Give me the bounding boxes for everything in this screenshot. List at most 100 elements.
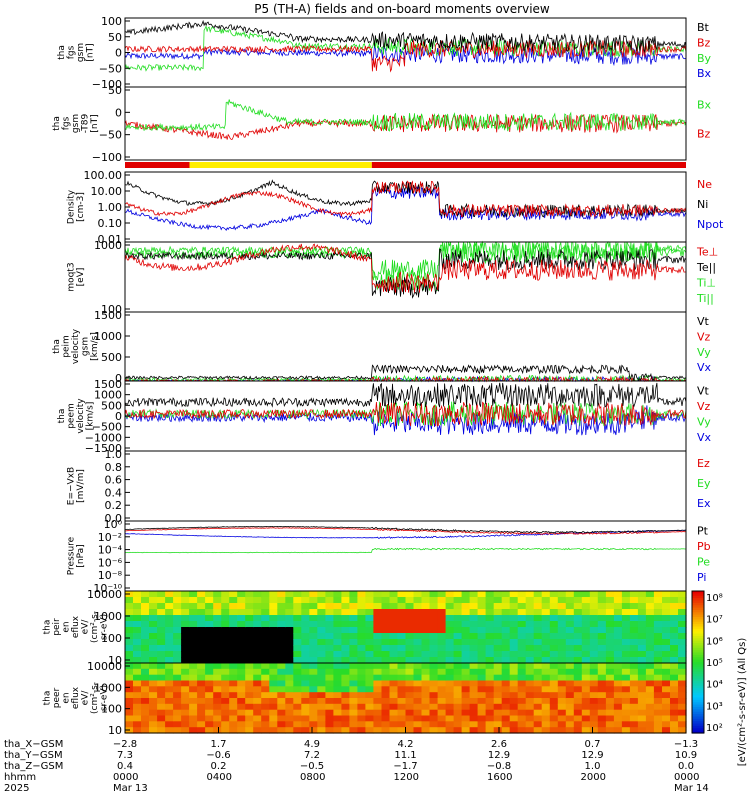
- spectrogram-cell: [341, 639, 350, 646]
- colorbar-cell: [692, 692, 704, 696]
- spectrogram-cell: [405, 721, 415, 728]
- spectrogram-cell: [501, 715, 511, 722]
- ytick-label: −1000: [85, 431, 122, 444]
- spectrogram-cell: [678, 692, 687, 699]
- ylabel-line: en: [62, 621, 72, 632]
- spectrogram-cell: [389, 727, 399, 734]
- spectrogram-cell: [429, 609, 439, 616]
- spectrogram-cell: [461, 603, 471, 610]
- spectrogram-cell: [357, 657, 366, 664]
- spectrogram-cell: [181, 657, 190, 664]
- spectrogram-cell: [405, 603, 415, 610]
- spectrogram-cell: [613, 674, 623, 682]
- spectrogram-cell: [197, 645, 206, 652]
- spectrogram-cell: [421, 621, 431, 628]
- spectrogram-cell: [293, 663, 302, 670]
- spectrogram-cell: [357, 639, 366, 646]
- ylabel-line: peem: [66, 403, 76, 429]
- spectrogram-cell: [125, 603, 134, 610]
- spectrogram-cell: [389, 709, 399, 717]
- spectrogram-cell: [197, 633, 206, 640]
- spectrogram-cell: [357, 597, 366, 604]
- spectrogram-cell: [141, 715, 150, 722]
- spectrogram-cell: [589, 692, 599, 699]
- spectrogram-cell: [678, 621, 687, 628]
- colorbar-cell: [692, 600, 704, 604]
- spectrogram-cell: [453, 639, 463, 646]
- spectrogram-cell: [533, 663, 543, 670]
- spectrogram-cell: [477, 674, 487, 682]
- ytick-label: 1000: [94, 389, 122, 402]
- spectrogram-cell: [365, 727, 374, 734]
- spectrogram-cell: [149, 627, 158, 634]
- spectrogram-cell: [285, 597, 294, 604]
- spectrogram-cell: [605, 651, 615, 658]
- spectrogram-cell: [653, 668, 663, 676]
- spectrogram-cell: [621, 597, 631, 604]
- spectrogram-cell: [573, 657, 583, 664]
- spectrogram-cell: [533, 727, 543, 734]
- spectrogram-cell: [245, 627, 254, 634]
- spectrogram-cell: [549, 645, 559, 652]
- ytick-label: 100: [101, 15, 122, 28]
- spectrogram-cell: [637, 674, 647, 682]
- spectrogram-cell: [477, 709, 487, 717]
- spectrogram-cell: [437, 621, 447, 628]
- spectrogram-cell: [421, 668, 431, 676]
- spectrogram-cell: [301, 645, 310, 652]
- spectrogram-cell: [629, 698, 639, 705]
- spectrogram-cell: [149, 703, 158, 711]
- spectrogram-cell: [221, 597, 230, 604]
- spectrogram-cell: [613, 609, 623, 616]
- spectrogram-cell: [229, 715, 238, 722]
- spectrogram-cell: [429, 651, 439, 658]
- spectrogram-cell: [533, 615, 543, 622]
- ytick-label: 10000: [87, 588, 122, 601]
- spectrogram-cell: [581, 686, 591, 693]
- spectrogram-cell: [189, 674, 198, 682]
- spectrogram-cell: [197, 686, 206, 693]
- spectrogram-cell: [389, 668, 399, 676]
- spectrogram-cell: [181, 668, 190, 676]
- spectrogram-cell: [317, 615, 326, 622]
- spectrogram-cell: [421, 633, 431, 640]
- spectrogram-cell: [333, 727, 342, 734]
- spectrogram-cell: [237, 715, 246, 722]
- spectrogram-cell: [205, 621, 214, 628]
- spectrogram-cell: [477, 627, 487, 634]
- spectrogram-cell: [413, 680, 423, 687]
- legend-Bz: Bz: [697, 128, 711, 141]
- spectrogram-cell: [662, 621, 671, 628]
- spectrogram-cell: [613, 603, 623, 610]
- spectrogram-cell: [613, 621, 623, 628]
- spectrogram-cell: [565, 639, 575, 646]
- spectrogram-cell: [349, 703, 358, 711]
- spectrogram-cell: [597, 591, 607, 598]
- spectrogram-cell: [301, 621, 310, 628]
- spectrogram-cell: [373, 615, 382, 622]
- spectrogram-cell: [493, 698, 503, 705]
- spectrogram-cell: [421, 703, 431, 711]
- spectrogram-cell: [525, 627, 535, 634]
- spectrogram-cell: [477, 692, 487, 699]
- colorbar-cell: [692, 645, 704, 649]
- spectrogram-cell: [581, 692, 591, 699]
- legend-Te⊥: Te⊥: [696, 245, 718, 258]
- spectrogram-cell: [197, 603, 206, 610]
- spectrogram-cell: [581, 603, 591, 610]
- spectrogram-cell: [581, 663, 591, 670]
- spectrogram-cell: [397, 686, 407, 693]
- spectrogram-cell: [525, 668, 535, 676]
- spectrogram-cell: [573, 698, 583, 705]
- spectrogram-cell: [389, 603, 399, 610]
- spectrogram-cell: [181, 603, 190, 610]
- spectrogram-cell: [573, 621, 583, 628]
- spectrogram-cell: [670, 721, 679, 728]
- spectrogram-cell: [277, 657, 286, 664]
- spectrogram-cell: [141, 674, 150, 682]
- spectrogram-cell: [437, 692, 447, 699]
- spectrogram-cell: [501, 615, 511, 622]
- spectrogram-cell: [141, 680, 150, 687]
